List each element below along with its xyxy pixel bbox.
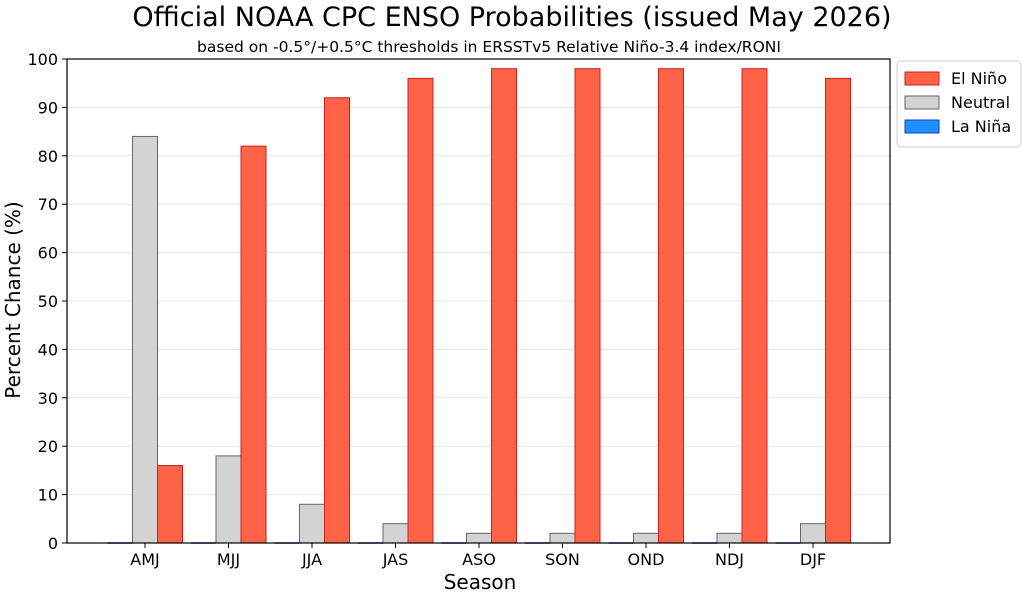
x-tick-label: OND [628, 550, 665, 569]
bar-elnio-jja [324, 97, 350, 544]
legend-swatch [904, 71, 940, 86]
y-tick-label: 10 [38, 486, 58, 505]
bar-elnio-aso [491, 68, 517, 544]
legend-swatch [904, 119, 940, 134]
bar-neutral-son [549, 532, 576, 544]
bar-elnio-jas [407, 77, 434, 544]
y-tick-label: 100 [27, 50, 58, 69]
y-tick-label: 30 [38, 389, 58, 408]
y-axis-label: Percent Chance (%) [1, 201, 25, 398]
bar-elnio-djf [825, 77, 851, 544]
x-tick-label: MJJ [217, 550, 240, 569]
y-tick-label: 40 [38, 340, 58, 359]
y-tick-label: 80 [38, 147, 58, 166]
bar-elnio-mjj [240, 145, 267, 544]
x-axis-label: Season [444, 570, 517, 594]
x-tick-label: JAS [382, 550, 409, 569]
bar-elnio-son [574, 68, 601, 544]
y-tick-label: 60 [38, 244, 58, 263]
bar-elnio-amj [157, 465, 183, 544]
chart-title: Official NOAA CPC ENSO Probabilities (is… [132, 2, 891, 33]
bar-neutral-ndj [716, 532, 743, 544]
y-tick-label: 0 [48, 534, 58, 553]
y-tick-label: 20 [38, 437, 58, 456]
x-tick-label: AMJ [130, 550, 159, 569]
x-tick-label: ASO [462, 550, 496, 569]
x-tick-label: SON [545, 550, 580, 569]
legend-swatch [904, 95, 940, 110]
bar-elnio-ndj [741, 68, 768, 544]
legend-label: Neutral [951, 93, 1010, 112]
bar-neutral-ond [633, 532, 659, 544]
x-axis-ticks: AMJ MJJ JJA JAS ASO SON OND NDJ DJF [130, 543, 826, 569]
bar-neutral-djf [800, 523, 826, 544]
bar-neutral-mjj [215, 455, 242, 544]
bar-neutral-aso [466, 532, 492, 544]
bars [107, 68, 851, 544]
y-tick-label: 70 [38, 195, 58, 214]
y-tick-label: 90 [38, 98, 58, 117]
legend-label: La Niña [951, 117, 1011, 136]
legend-label: El Niño [951, 69, 1007, 88]
bar-neutral-amj [132, 135, 158, 544]
bar-neutral-jas [382, 523, 409, 544]
x-tick-label: JJA [301, 550, 322, 569]
x-tick-label: DJF [800, 550, 826, 569]
y-tick-label: 50 [38, 292, 58, 311]
x-tick-label: NDJ [715, 550, 744, 569]
bar-neutral-jja [299, 503, 325, 544]
legend: El Niño Neutral La Niña [896, 60, 1022, 148]
bar-elnio-ond [658, 68, 684, 544]
y-axis-ticks: 0 10 20 30 40 50 60 70 80 90 100 [27, 50, 67, 553]
chart-subtitle: based on -0.5°/+0.5°C thresholds in ERSS… [197, 38, 781, 56]
